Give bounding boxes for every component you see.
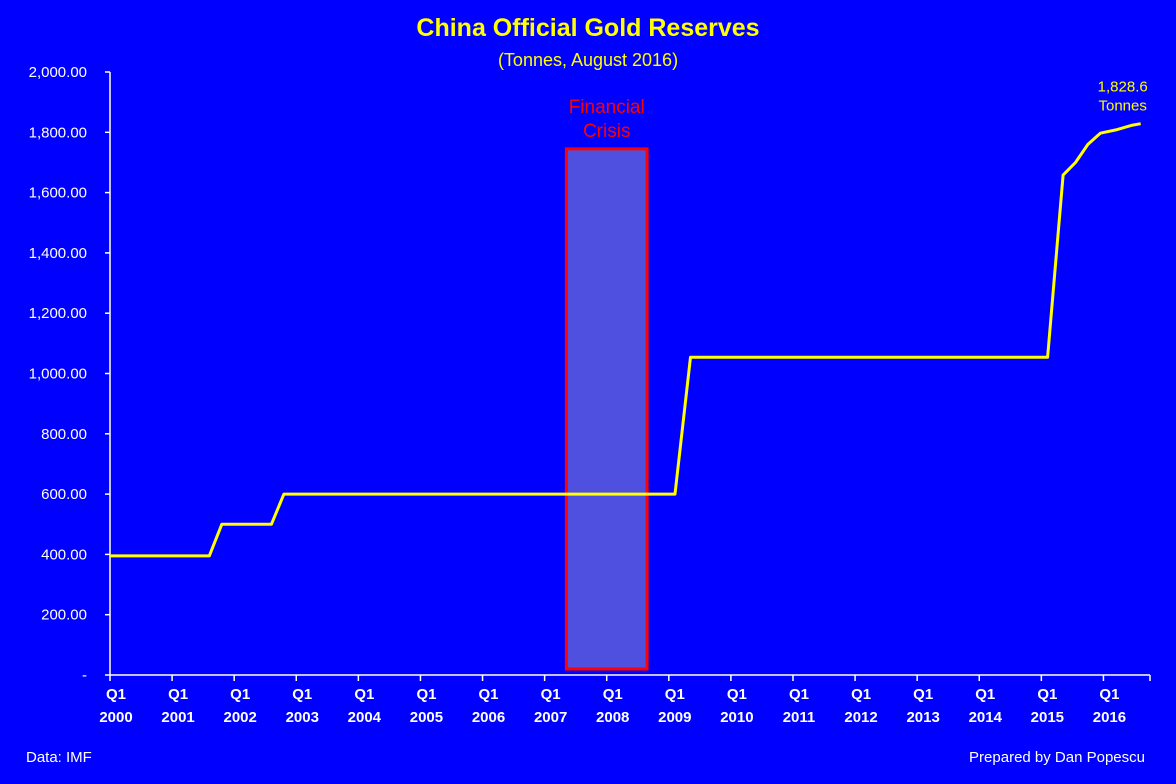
source-note: Data: IMF [26, 749, 92, 766]
end-value-label: 1,828.6 [1098, 79, 1148, 96]
x-tick-label-year: 2014 [969, 709, 1003, 726]
y-tick-label: 1,000.00 [29, 366, 87, 383]
crisis-label-line2: Crisis [583, 121, 631, 142]
x-tick-label-quarter: Q1 [603, 686, 623, 703]
x-tick-label-year: 2001 [161, 709, 194, 726]
chart-subtitle: (Tonnes, August 2016) [498, 50, 678, 70]
x-tick-label-year: 2016 [1093, 709, 1126, 726]
x-tick-label-year: 2002 [223, 709, 256, 726]
y-tick-label: 1,800.00 [29, 124, 87, 141]
x-tick-label-year: 2006 [472, 709, 505, 726]
label-layer: 1,828.6 Tonnes [1098, 79, 1148, 115]
x-tick-label-year: 2011 [783, 709, 816, 726]
x-tick-label-quarter: Q1 [168, 686, 188, 703]
x-tick-label-quarter: Q1 [354, 686, 374, 703]
y-tick-label: 800.00 [41, 426, 87, 443]
x-tick-label-quarter: Q1 [727, 686, 747, 703]
y-tick-label: 1,400.00 [29, 245, 87, 262]
end-unit-label: Tonnes [1098, 98, 1146, 115]
y-tick-label: 600.00 [41, 486, 87, 503]
x-tick-label-quarter: Q1 [665, 686, 685, 703]
axis-layer: - 200.00 400.00 600.00 800.00 1,000.00 1,200.0… [29, 64, 1151, 726]
x-tick-label-quarter: Q1 [789, 686, 809, 703]
x-tick-label-year: 2008 [596, 709, 629, 726]
x-tick-label-quarter: Q1 [416, 686, 436, 703]
gold-reserves-line [110, 122, 1141, 558]
x-tick-label-quarter: Q1 [1099, 686, 1119, 703]
y-tick-label: 2,000.00 [29, 64, 87, 81]
chart-title: China Official Gold Reserves [416, 14, 759, 42]
x-tick-label-year: 2004 [348, 709, 382, 726]
y-tick-label: 400.00 [41, 546, 87, 563]
x-tick-label-year: 2005 [410, 709, 443, 726]
x-tick-label-quarter: Q1 [230, 686, 250, 703]
crisis-label-line1: Financial [569, 97, 645, 118]
x-tick-label-year: 2013 [906, 709, 939, 726]
credit-note: Prepared by Dan Popescu [969, 749, 1145, 766]
y-tick-label: - [82, 667, 87, 684]
y-tick-label: 1,200.00 [29, 305, 87, 322]
y-tick-label: 200.00 [41, 607, 87, 624]
x-tick-label-year: 2009 [658, 709, 691, 726]
x-tick-label-quarter: Q1 [975, 686, 995, 703]
x-tick-label-year: 2012 [844, 709, 877, 726]
x-tick-label-quarter: Q1 [1037, 686, 1057, 703]
x-tick-label-year: 2000 [99, 709, 132, 726]
x-tick-label-year: 2015 [1031, 709, 1064, 726]
series-layer [110, 122, 1141, 558]
x-tick-label-quarter: Q1 [292, 686, 312, 703]
x-tick-label-year: 2007 [534, 709, 567, 726]
x-tick-label-quarter: Q1 [479, 686, 499, 703]
x-tick-label-quarter: Q1 [851, 686, 871, 703]
x-tick-label-year: 2003 [286, 709, 319, 726]
x-tick-label-quarter: Q1 [106, 686, 126, 703]
x-tick-label-quarter: Q1 [913, 686, 933, 703]
x-tick-label-year: 2010 [720, 709, 753, 726]
y-tick-label: 1,600.00 [29, 185, 87, 202]
x-tick-label-quarter: Q1 [541, 686, 561, 703]
highlight-layer: Financial Crisis [564, 97, 649, 671]
crisis-highlight-box [564, 147, 649, 671]
